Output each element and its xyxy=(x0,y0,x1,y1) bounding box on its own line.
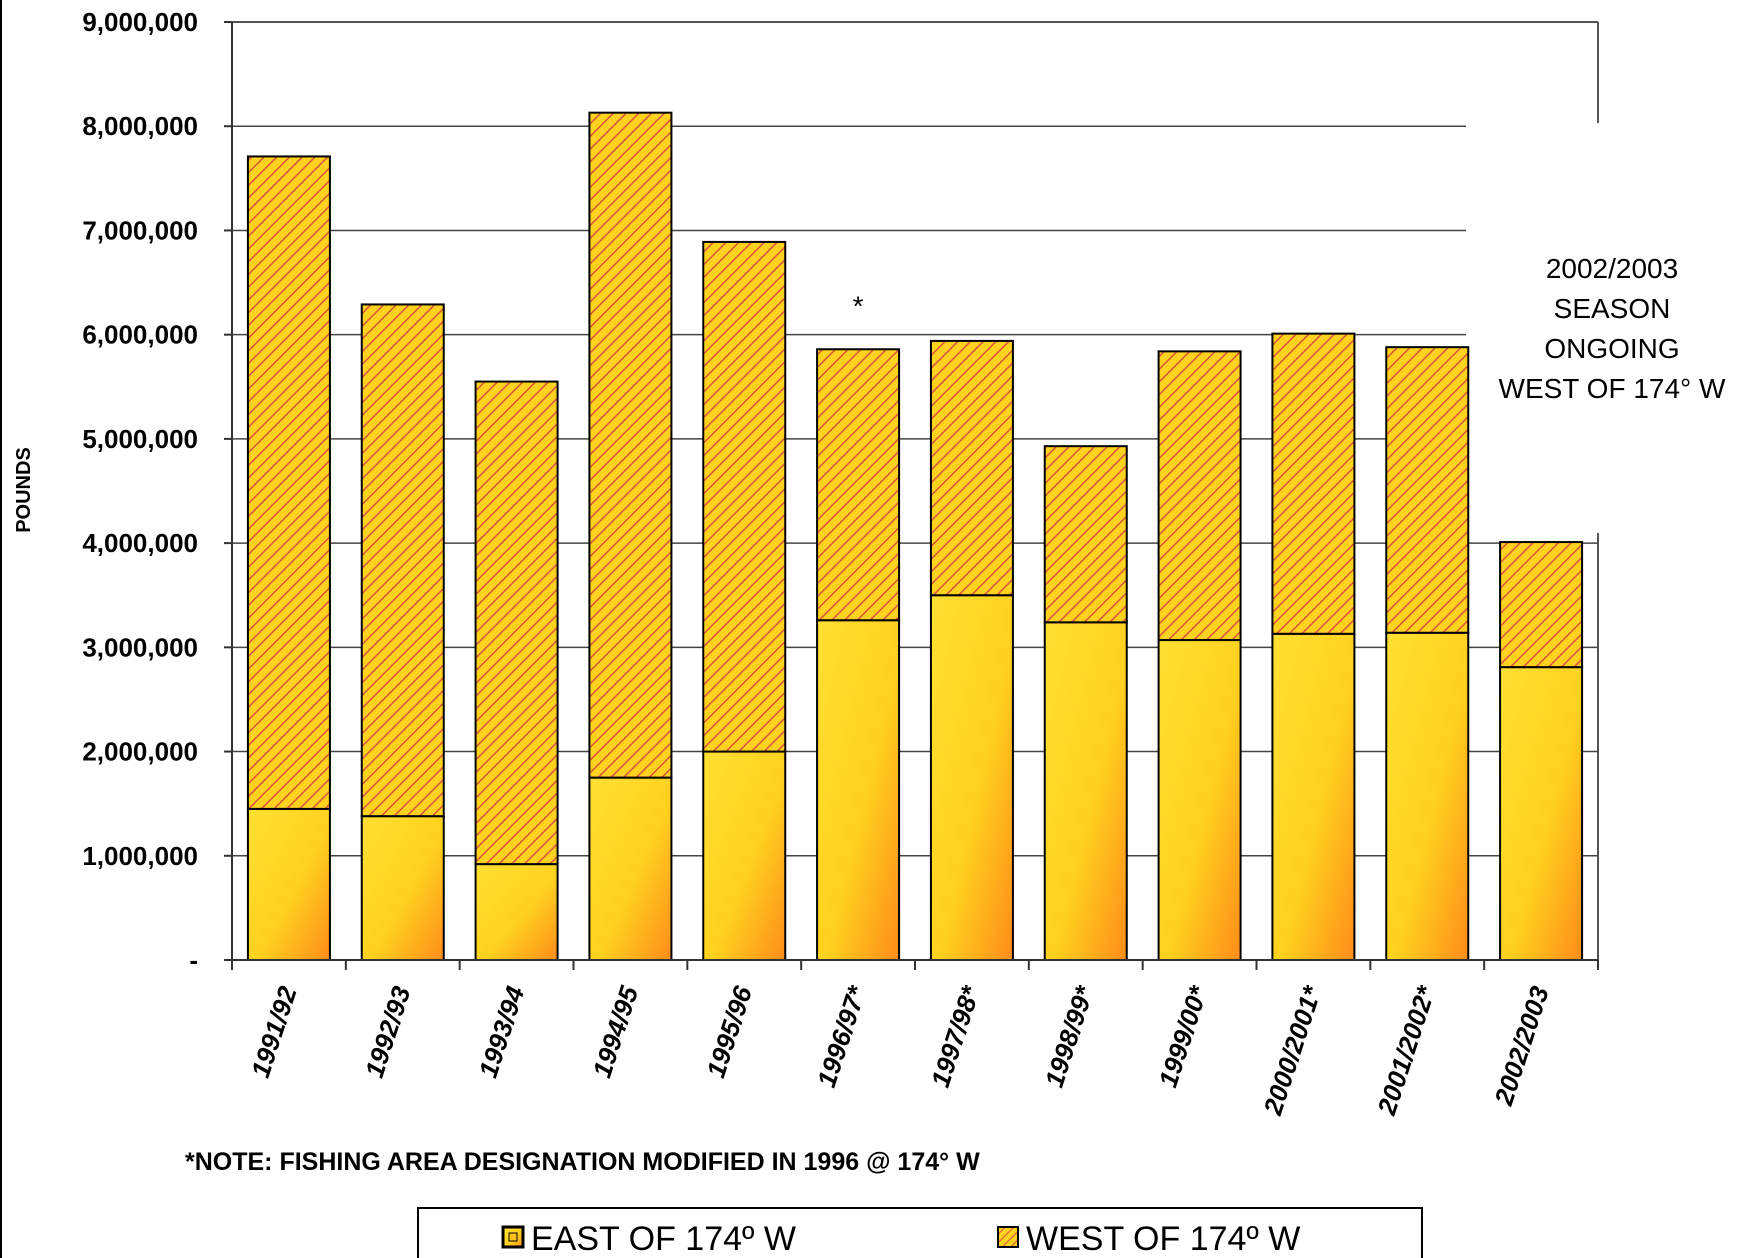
season-note: 2002/2003 SEASON ONGOING WEST OF 174° W xyxy=(1499,253,1727,404)
bar-east xyxy=(1385,631,1470,962)
bar-west xyxy=(1043,445,1128,624)
bar-east xyxy=(246,807,331,962)
x-tick-label: 1995/96 xyxy=(700,982,758,1081)
legend-box xyxy=(417,1207,1423,1258)
y-tick-labels: - 1,000,000 2,000,000 3,000,000 4,000,000 5,0… xyxy=(82,7,232,975)
y-tick-label: 4,000,000 xyxy=(82,528,198,558)
bar-west xyxy=(1157,350,1242,642)
bar-east xyxy=(929,594,1014,961)
bars xyxy=(246,111,1584,962)
y-tick-label: 2,000,000 xyxy=(82,737,198,767)
x-tick-label: 2002/2003 xyxy=(1488,982,1555,1110)
x-tick-labels: 1991/92 1992/93 1993/94 1994/95 1995/96 1996/… xyxy=(231,960,1599,1120)
bar-west xyxy=(1271,332,1356,635)
bar-east xyxy=(1043,621,1128,961)
bar-west xyxy=(929,339,1014,597)
y-tick-label: - xyxy=(189,945,198,975)
x-tick-label: 2000/2001* xyxy=(1257,981,1328,1120)
bar-west xyxy=(588,111,673,779)
bar-west xyxy=(360,303,445,818)
x-tick-label: 1998/99* xyxy=(1039,981,1100,1091)
bar-west xyxy=(816,348,901,622)
y-tick-label: 6,000,000 xyxy=(82,320,198,350)
bar-east xyxy=(588,776,673,961)
bar-west xyxy=(1499,541,1584,669)
legend-item-east: EAST OF 174º W xyxy=(501,1220,796,1258)
y-axis-label: POUNDS xyxy=(13,447,35,533)
season-note-line-2: SEASON xyxy=(1554,293,1671,324)
legend-swatch-west xyxy=(997,1226,1019,1248)
x-tick-label: 1994/95 xyxy=(587,982,645,1081)
y-tick-label: 7,000,000 xyxy=(82,215,198,245)
season-note-line-1: 2002/2003 xyxy=(1546,253,1678,284)
bar-west xyxy=(702,240,787,753)
y-tick-label: 8,000,000 xyxy=(82,111,198,141)
y-tick-label: 3,000,000 xyxy=(82,632,198,662)
x-tick-label: 2001/2002* xyxy=(1371,981,1442,1120)
y-tick-label: 9,000,000 xyxy=(82,7,198,37)
legend: EAST OF 174º W WEST OF 174º W xyxy=(417,1207,1423,1258)
bar-east xyxy=(816,619,901,961)
season-note-line-3: ONGOING xyxy=(1544,333,1679,364)
bar-east xyxy=(1157,639,1242,961)
x-tick-label: 1992/93 xyxy=(359,982,417,1081)
y-tick-label: 1,000,000 xyxy=(82,841,198,871)
x-tick-label: 1997/98* xyxy=(925,981,986,1091)
x-tick-label: 1991/92 xyxy=(245,982,303,1081)
bar-west xyxy=(1385,346,1470,634)
bar-star-annotation: * xyxy=(853,290,864,321)
y-tick-label: 5,000,000 xyxy=(82,424,198,454)
x-tick-label: 1993/94 xyxy=(473,982,531,1081)
bar-west xyxy=(246,155,331,810)
legend-label-east: EAST OF 174º W xyxy=(531,1220,796,1258)
season-note-line-4: WEST OF 174° W xyxy=(1499,373,1727,404)
x-tick-label: 1996/97* xyxy=(811,981,872,1091)
x-tick-label: 1999/00* xyxy=(1153,981,1214,1091)
legend-item-west: WEST OF 174º W xyxy=(997,1220,1300,1258)
bar-east xyxy=(1271,632,1356,961)
bar-west xyxy=(474,380,559,866)
bar-east xyxy=(702,750,787,961)
bar-east xyxy=(474,863,559,961)
plot-frame xyxy=(232,21,1599,960)
legend-label-west: WEST OF 174º W xyxy=(1026,1220,1300,1258)
bar-east xyxy=(360,815,445,961)
bar-east xyxy=(1499,666,1584,961)
footnote: *NOTE: FISHING AREA DESIGNATION MODIFIED… xyxy=(185,1148,980,1176)
